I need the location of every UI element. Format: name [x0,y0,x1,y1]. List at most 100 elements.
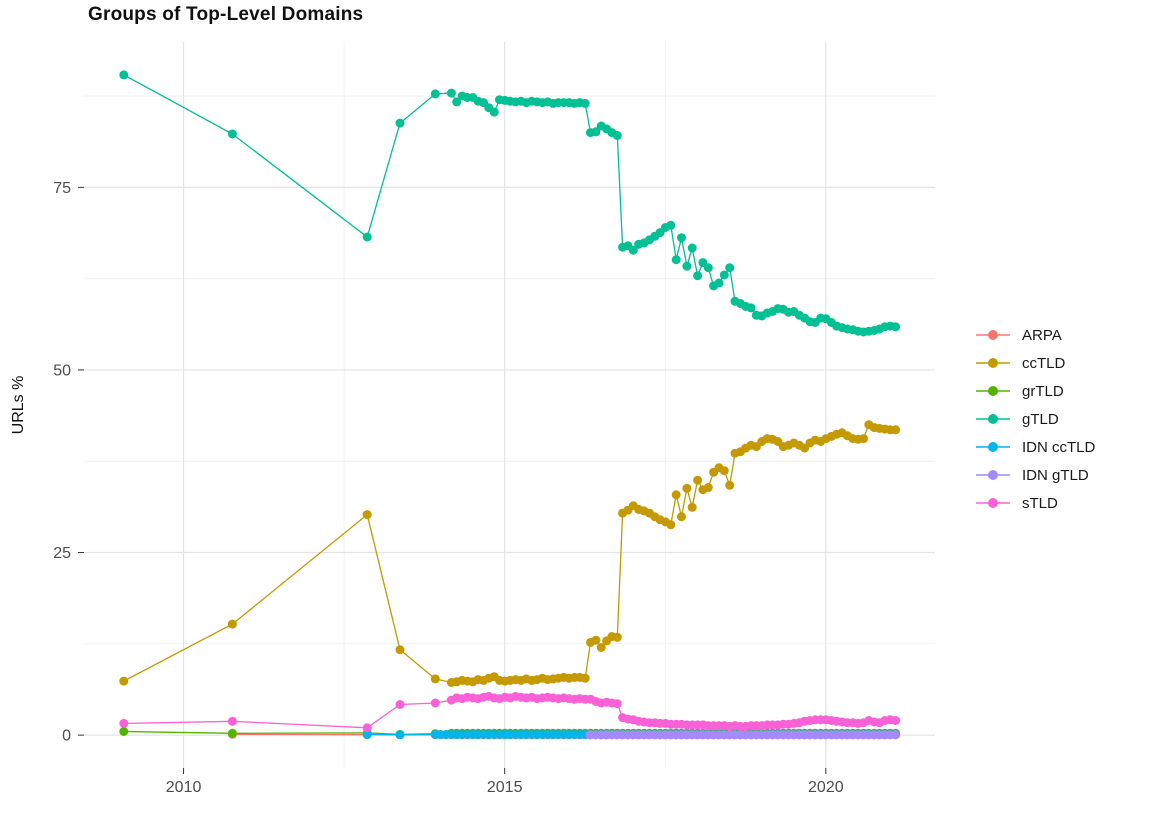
data-point [719,270,729,280]
data-point [687,243,697,253]
data-point [859,434,868,444]
legend-dot-icon [988,330,998,340]
series-idn-gtld [585,730,900,740]
data-point [362,729,372,739]
data-point [227,129,237,139]
data-point [395,645,405,655]
legend-dot-icon [988,470,998,480]
data-point [591,635,601,645]
legend: ARPA ccTLD grTLD gTLD IDN ccTLD IDN gTLD sTLD [976,321,1095,517]
data-point [671,490,681,500]
data-point [227,728,237,738]
data-point [119,727,129,736]
legend-item-idn-gtld: IDN gTLD [976,461,1095,489]
legend-label: sTLD [1022,494,1058,512]
data-point [703,263,713,273]
data-point [725,263,735,273]
x-tick-label: 2020 [808,779,844,796]
series-gtld [119,70,901,337]
legend-label: gTLD [1022,410,1059,428]
data-point [682,261,692,271]
data-point [714,278,724,288]
data-point [628,245,638,255]
data-point [430,698,440,708]
data-point [693,271,703,281]
data-point [119,70,129,80]
legend-dot-icon [988,386,998,396]
data-point [119,718,129,728]
legend-key-icon [976,383,1010,399]
data-point [891,425,901,435]
data-point [612,699,622,709]
legend-key-icon [976,355,1010,371]
data-point [395,730,405,740]
data-point [693,475,703,485]
data-point [677,512,686,522]
data-point [362,723,372,733]
x-tick-label: 2015 [487,779,523,796]
data-point [446,88,456,98]
data-point [580,98,590,108]
legend-item-grtld: grTLD [976,377,1095,405]
data-point [891,322,901,332]
legend-item-cctld: ccTLD [976,349,1095,377]
legend-dot-icon [988,358,998,368]
legend-label: IDN ccTLD [1022,438,1096,456]
data-point [489,107,499,117]
series-cctld [119,420,901,687]
legend-dot-icon [988,442,998,452]
data-point [703,483,713,492]
data-point [671,255,681,265]
legend-item-gtld: gTLD [976,405,1095,433]
data-point [119,676,129,686]
data-point [687,502,697,512]
legend-key-icon [976,495,1010,511]
legend-label: ccTLD [1022,354,1066,372]
legend-dot-icon [988,498,998,508]
y-tick-label: 50 [53,362,71,379]
legend-item-arpa: ARPA [976,321,1095,349]
y-tick-label: 25 [53,545,71,562]
data-point [891,716,901,725]
data-point [227,619,237,629]
data-point [227,716,237,726]
series-line [123,74,896,333]
legend-key-icon [976,327,1010,343]
legend-item-idn-cctld: IDN ccTLD [976,433,1095,461]
data-point [452,97,462,107]
legend-label: IDN gTLD [1022,466,1089,484]
data-point [612,131,622,140]
data-point [580,673,590,683]
data-point [890,730,900,740]
legend-key-icon [976,439,1010,455]
data-point [666,520,676,530]
y-tick-label: 0 [62,728,71,745]
data-point [677,233,686,243]
data-point [430,89,440,99]
chart-title: Groups of Top-Level Domains [88,4,364,25]
data-point [666,220,676,230]
legend-dot-icon [988,414,998,424]
series-stld [119,691,901,733]
data-point [746,303,756,313]
data-point [362,232,372,242]
legend-label: grTLD [1022,382,1064,400]
data-point [362,510,372,520]
data-point [395,118,405,128]
data-point [430,674,440,684]
legend-label: ARPA [1022,326,1062,344]
data-point [719,466,729,476]
x-tick-label: 2010 [166,779,202,796]
data-point [591,127,601,137]
legend-item-stld: sTLD [976,489,1095,517]
y-tick-label: 75 [53,180,71,197]
data-point [395,700,405,709]
data-point [612,632,622,642]
legend-key-icon [976,411,1010,427]
data-point [725,480,735,490]
legend-key-icon [976,467,1010,483]
data-point [682,483,692,493]
data-point [596,643,606,652]
